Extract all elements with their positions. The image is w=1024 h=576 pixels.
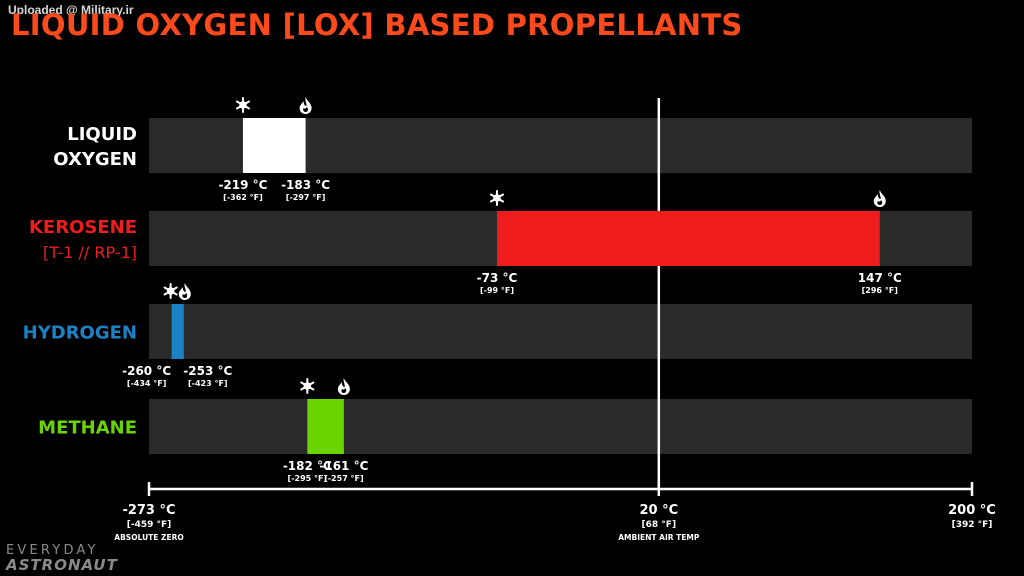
flame-icon [178, 283, 191, 300]
freeze-f-label: [-362 °F] [223, 193, 263, 202]
snowflake-icon [300, 378, 315, 394]
row-label-liquid-1: LIQUID [67, 124, 137, 145]
x-tick-note: AMBIENT AIR TEMP [618, 533, 700, 542]
freeze-f-label: [-434 °F] [127, 379, 167, 388]
freeze-c-label: -219 °C [218, 178, 267, 192]
boil-c-label: -253 °C [183, 364, 232, 378]
freeze-f-label: [-99 °F] [480, 286, 514, 295]
row-label-kerosene-1: KEROSENE [29, 217, 137, 238]
flame-icon [337, 378, 350, 395]
freeze-c-label: -182 °C [283, 459, 332, 473]
row-label-kerosene-2: [T-1 // RP-1] [43, 243, 137, 262]
freeze-f-label: [-295 °F] [288, 474, 328, 483]
bar-liquid [242, 118, 306, 173]
track-row-3 [149, 304, 972, 359]
row-label-methane-1: METHANE [38, 418, 137, 439]
everyday-astronaut-logo: EVERYDAY ASTRONAUT [6, 543, 118, 573]
snowflake-icon [489, 190, 505, 206]
boil-c-label: -183 °C [281, 178, 330, 192]
x-tick-label-c: 20 °C [639, 503, 678, 518]
logo-line-2: ASTRONAUT [6, 556, 118, 574]
x-tick-label-f: [68 °F] [642, 520, 677, 530]
x-tick-label-f: [-459 °F] [127, 520, 172, 530]
snowflake-icon [235, 97, 251, 113]
bar-kerosene [496, 211, 880, 266]
x-tick-label-f: [392 °F] [952, 520, 993, 530]
watermark: Uploaded @ Military.ir [8, 3, 134, 17]
snowflake-icon [163, 283, 178, 299]
flame-icon [873, 190, 886, 207]
x-tick-label-c: 200 °C [948, 503, 996, 518]
x-tick-label-c: -273 °C [122, 503, 175, 518]
freeze-c-label: -260 °C [122, 364, 171, 378]
boil-c-label: -161 °C [319, 459, 368, 473]
boil-f-label: [-257 °F] [324, 474, 364, 483]
freeze-c-label: -73 °C [477, 271, 518, 285]
flame-icon [299, 97, 312, 114]
row-label-hydrogen-1: HYDROGEN [23, 323, 137, 344]
boil-f-label: [296 °F] [862, 286, 898, 295]
track-row-4 [149, 399, 972, 454]
chart-title: LIQUID OXYGEN [LOX] BASED PROPELLANTS [11, 8, 743, 42]
row-label-liquid-2: OXYGEN [53, 149, 137, 170]
boil-f-label: [-423 °F] [188, 379, 228, 388]
logo-line-1: EVERYDAY [6, 543, 99, 558]
x-tick-note: ABSOLUTE ZERO [114, 533, 183, 542]
bar-hydrogen [171, 304, 184, 359]
bar-methane [307, 399, 344, 454]
boil-f-label: [-297 °F] [286, 193, 326, 202]
boil-c-label: 147 °C [858, 271, 902, 285]
